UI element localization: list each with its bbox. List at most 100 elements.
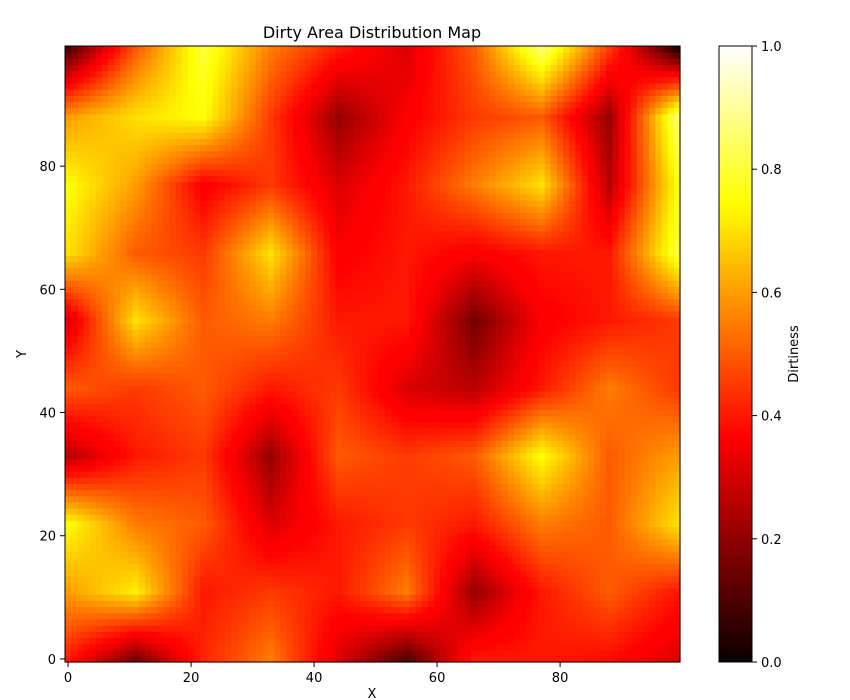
heat-cell bbox=[224, 544, 232, 552]
heat-cell bbox=[360, 581, 367, 589]
heat-cell bbox=[366, 551, 374, 558]
heat-cell bbox=[495, 532, 503, 540]
heat-cell bbox=[224, 409, 232, 417]
heat-cell bbox=[157, 600, 164, 608]
heat-cell bbox=[643, 464, 650, 472]
heat-cell bbox=[243, 354, 251, 361]
heat-cell bbox=[181, 649, 189, 657]
heat-cell bbox=[403, 520, 410, 528]
heat-cell bbox=[280, 508, 287, 515]
heat-cell bbox=[403, 458, 410, 466]
heat-cell bbox=[390, 575, 398, 583]
heat-cell bbox=[415, 588, 423, 595]
heat-cell bbox=[255, 495, 263, 503]
heat-cell bbox=[132, 600, 140, 608]
heat-cell bbox=[261, 360, 269, 367]
heat-cell bbox=[440, 452, 447, 460]
heat-cell bbox=[655, 397, 663, 404]
heat-cell bbox=[298, 544, 306, 552]
heat-cell bbox=[538, 501, 546, 509]
heat-cell bbox=[440, 434, 447, 441]
heat-cell bbox=[292, 378, 300, 386]
heat-cell bbox=[200, 618, 208, 626]
heat-cell bbox=[624, 551, 632, 558]
heat-cell bbox=[126, 446, 134, 454]
heat-cell bbox=[101, 649, 109, 657]
heat-cell bbox=[83, 551, 91, 558]
heat-cell bbox=[403, 384, 410, 392]
heat-cell bbox=[489, 588, 497, 595]
heat-cell bbox=[347, 390, 355, 398]
heat-cell bbox=[618, 464, 626, 472]
heat-cell bbox=[212, 612, 220, 620]
heat-cell bbox=[630, 354, 638, 361]
heat-cell bbox=[101, 378, 109, 386]
heat-cell bbox=[661, 612, 669, 620]
heat-cell bbox=[151, 471, 158, 478]
heat-cell bbox=[132, 612, 140, 620]
heat-cell bbox=[446, 551, 454, 558]
heat-cell bbox=[427, 581, 435, 589]
heat-cell bbox=[323, 440, 331, 447]
heat-cell bbox=[329, 452, 337, 460]
heat-cell bbox=[237, 403, 244, 411]
heat-cell bbox=[661, 415, 669, 423]
heat-cell bbox=[126, 384, 134, 392]
heat-cell bbox=[667, 637, 675, 645]
heat-cell bbox=[200, 544, 208, 552]
heat-cell bbox=[347, 409, 355, 417]
heat-cell bbox=[114, 575, 121, 583]
heat-cell bbox=[261, 588, 269, 595]
heat-cell bbox=[483, 390, 490, 398]
heat-cell bbox=[151, 489, 158, 497]
heat-cell bbox=[403, 538, 410, 546]
heat-cell bbox=[175, 483, 183, 491]
heat-cell bbox=[335, 501, 343, 509]
heat-cell bbox=[372, 643, 380, 651]
heat-cell bbox=[120, 588, 128, 595]
heat-cell bbox=[538, 588, 546, 595]
heat-cell bbox=[538, 471, 546, 478]
heat-cell bbox=[643, 600, 650, 608]
heat-cell bbox=[575, 458, 583, 466]
heat-cell bbox=[618, 489, 626, 497]
heat-cell bbox=[138, 434, 146, 441]
heat-cell bbox=[212, 471, 220, 478]
heat-cell bbox=[120, 427, 128, 435]
heat-cell bbox=[464, 477, 472, 484]
heat-cell bbox=[643, 384, 650, 392]
heat-cell bbox=[108, 434, 115, 441]
heat-cell bbox=[77, 452, 85, 460]
heat-cell bbox=[108, 477, 115, 484]
heat-cell bbox=[243, 588, 251, 595]
heat-cell bbox=[354, 452, 361, 460]
heat-cell bbox=[267, 483, 275, 491]
heat-cell bbox=[390, 471, 398, 478]
heat-cell bbox=[538, 606, 546, 614]
heat-cell bbox=[267, 575, 275, 583]
heat-cell bbox=[267, 514, 275, 521]
heat-cell bbox=[563, 631, 570, 638]
heat-cell bbox=[532, 378, 540, 386]
heat-cell bbox=[243, 366, 251, 374]
heat-cell bbox=[630, 557, 638, 565]
heat-cell bbox=[520, 606, 527, 614]
heat-cell bbox=[151, 378, 158, 386]
heat-cell bbox=[390, 415, 398, 423]
heat-cell bbox=[557, 501, 564, 509]
heat-cell bbox=[212, 551, 220, 558]
heat-cell bbox=[188, 477, 195, 484]
heat-cell bbox=[649, 458, 656, 466]
heat-cell bbox=[397, 526, 404, 534]
heat-cell bbox=[600, 471, 607, 478]
heat-cell bbox=[132, 557, 140, 565]
heat-cell bbox=[563, 372, 570, 380]
heat-cell bbox=[421, 354, 429, 361]
heat-cell bbox=[587, 354, 595, 361]
heat-cell bbox=[77, 458, 85, 466]
heat-cell bbox=[335, 631, 343, 638]
heat-cell bbox=[384, 618, 392, 626]
heat-cell bbox=[440, 378, 447, 386]
heat-cell bbox=[643, 372, 650, 380]
heat-cell bbox=[292, 575, 300, 583]
